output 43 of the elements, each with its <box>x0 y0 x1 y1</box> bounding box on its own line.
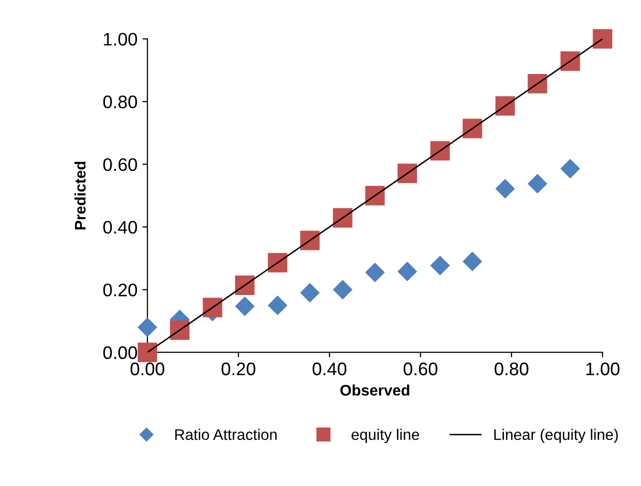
point <box>365 186 385 206</box>
y-tick-label: 0.80 <box>103 96 138 108</box>
y-tick-label: 0.40 <box>103 220 138 234</box>
y-tick-label: 0.00 <box>103 346 138 360</box>
y-axis-title: Predicted <box>74 162 86 230</box>
point <box>398 262 417 282</box>
point <box>365 262 385 282</box>
point <box>170 320 190 340</box>
point <box>462 252 482 271</box>
point <box>528 174 547 194</box>
legend-label: Linear (equity line) <box>494 428 618 444</box>
x-tick-label: 0.20 <box>222 362 256 376</box>
y-tick-label: 0.20 <box>103 284 138 296</box>
point <box>560 159 580 178</box>
x-tick-label: 0.80 <box>494 362 528 376</box>
y-tick-label: 1.00 <box>104 32 138 46</box>
point <box>332 208 352 228</box>
x-tick-label: 0.40 <box>312 362 346 376</box>
legend-label: equity line <box>352 428 420 444</box>
point <box>560 51 580 71</box>
point <box>333 280 352 300</box>
point <box>496 179 515 198</box>
x-tick-label: 0.00 <box>130 362 164 376</box>
point <box>430 256 450 276</box>
x-tick-label: 0.60 <box>404 362 438 376</box>
point <box>528 74 548 94</box>
legend-label: Ratio Attraction <box>175 428 277 440</box>
point <box>235 276 255 295</box>
point <box>235 296 254 316</box>
point <box>300 283 320 302</box>
x-axis-title: Observed <box>340 384 410 396</box>
point <box>495 96 515 116</box>
point <box>592 29 612 49</box>
point <box>430 141 450 161</box>
point <box>268 296 288 315</box>
point <box>300 230 320 250</box>
point <box>268 252 288 272</box>
point <box>138 342 158 362</box>
y-tick-label: 0.60 <box>103 158 138 171</box>
point <box>462 118 482 138</box>
point <box>138 318 157 337</box>
x-tick-label: 1.00 <box>586 362 620 376</box>
point <box>398 164 418 184</box>
